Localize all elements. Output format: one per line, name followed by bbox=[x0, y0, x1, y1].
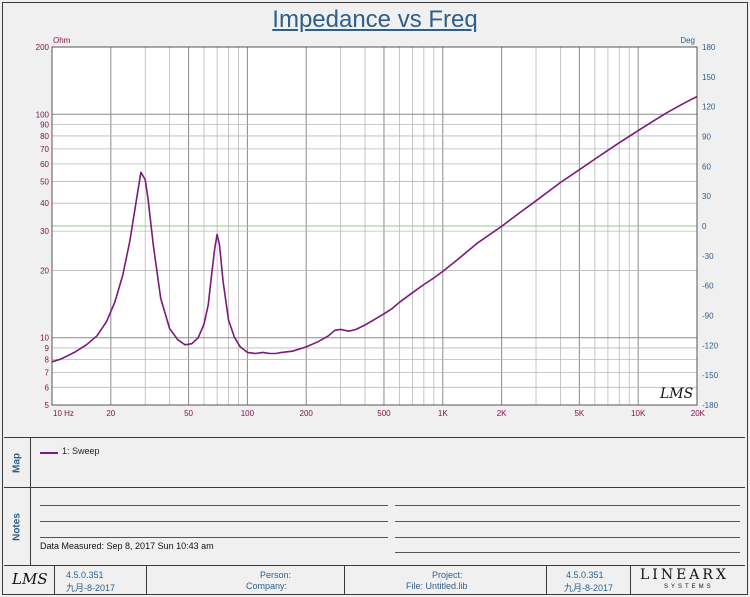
x-tick-label: 10K bbox=[631, 409, 646, 418]
project-label: Project: bbox=[432, 570, 463, 580]
notes-line bbox=[395, 537, 740, 538]
right-axis-unit: Deg bbox=[680, 36, 695, 45]
x-tick-label: 10 Hz bbox=[53, 409, 74, 418]
y-tick-label: 50 bbox=[40, 178, 49, 187]
y-tick-label: 90 bbox=[40, 120, 49, 129]
footer-person-cell: Person: Company: bbox=[146, 566, 345, 594]
y2-tick-label: -30 bbox=[702, 252, 714, 261]
y2-tick-label: 0 bbox=[702, 222, 707, 231]
y2-tick-label: -60 bbox=[702, 282, 714, 291]
y-tick-label: 6 bbox=[45, 383, 50, 392]
notes-label: Notes bbox=[4, 488, 31, 565]
y-tick-label: 10 bbox=[40, 334, 49, 343]
map-panel bbox=[4, 437, 745, 488]
legend-swatch bbox=[40, 452, 58, 454]
notes-panel bbox=[4, 487, 745, 566]
y2-tick-label: 30 bbox=[702, 192, 711, 201]
footer-version: 4.5.0.351 bbox=[66, 570, 104, 580]
x-tick-label: 20K bbox=[691, 409, 706, 418]
y-tick-label: 60 bbox=[40, 160, 49, 169]
y-tick-label: 40 bbox=[40, 199, 49, 208]
notes-line bbox=[40, 521, 388, 522]
y2-tick-label: -90 bbox=[702, 312, 714, 321]
chart-title: Impedance vs Freq bbox=[272, 6, 478, 33]
x-tick-label: 2K bbox=[497, 409, 507, 418]
x-tick-label: 20 bbox=[106, 409, 115, 418]
notes-line bbox=[40, 505, 388, 506]
y-tick-label: 5 bbox=[45, 401, 50, 410]
notes-line bbox=[395, 521, 740, 522]
data-measured-text: Data Measured: Sep 8, 2017 Sun 10:43 am bbox=[40, 541, 214, 551]
x-tick-label: 5K bbox=[574, 409, 584, 418]
footer-date: 九月-8-2017 bbox=[66, 583, 116, 593]
y-tick-label: 70 bbox=[40, 145, 49, 154]
notes-line bbox=[395, 505, 740, 506]
y2-tick-label: -180 bbox=[702, 401, 719, 410]
lms-logo: LMS bbox=[12, 570, 48, 588]
footer-version-cell: 4.5.0.351 九月-8-2017 bbox=[54, 566, 147, 594]
footer-version2: 4.5.0.351 bbox=[566, 570, 604, 580]
lms-watermark: LMS bbox=[659, 386, 693, 402]
company-label: Company: bbox=[246, 581, 288, 591]
y2-tick-label: 150 bbox=[702, 73, 716, 82]
y-tick-label: 7 bbox=[45, 368, 50, 377]
x-tick-label: 500 bbox=[377, 409, 391, 418]
footer-bar: LMS 4.5.0.351 九月-8-2017 Person: Company:… bbox=[4, 565, 745, 594]
plot-border bbox=[51, 46, 698, 406]
x-tick-label: 200 bbox=[300, 409, 314, 418]
y2-tick-label: 120 bbox=[702, 103, 716, 112]
y-tick-label: 8 bbox=[45, 355, 50, 364]
y2-tick-label: 60 bbox=[702, 162, 711, 171]
file-label: File: Untitled.lib bbox=[406, 581, 468, 591]
y-tick-label: 9 bbox=[45, 344, 50, 353]
x-tick-label: 50 bbox=[184, 409, 193, 418]
footer-logo-cell: LMS bbox=[4, 566, 55, 594]
y-tick-label: 200 bbox=[36, 43, 50, 52]
linearx-logo: LINEARX bbox=[640, 567, 729, 583]
x-tick-label: 1K bbox=[438, 409, 448, 418]
y-tick-label: 80 bbox=[40, 132, 49, 141]
footer-project-cell: Project: File: Untitled.lib bbox=[344, 566, 547, 594]
map-label: Map bbox=[4, 438, 31, 487]
y2-tick-label: -120 bbox=[702, 341, 719, 350]
y2-tick-label: 90 bbox=[702, 133, 711, 142]
notes-line bbox=[395, 552, 740, 553]
legend-entry[interactable]: 1: Sweep bbox=[62, 446, 100, 456]
series-line-sweep bbox=[51, 95, 698, 363]
footer-version2-cell: 4.5.0.351 九月-8-2017 bbox=[546, 566, 631, 594]
y-tick-label: 20 bbox=[40, 266, 49, 275]
y2-tick-label: -150 bbox=[702, 371, 719, 380]
notes-line bbox=[40, 537, 388, 538]
notes-label-text: Notes bbox=[11, 512, 23, 541]
y-tick-label: 30 bbox=[40, 227, 49, 236]
footer-brand-cell: LINEARX SYSTEMS bbox=[630, 566, 745, 594]
footer-date2: 九月-8-2017 bbox=[564, 583, 614, 593]
x-tick-label: 100 bbox=[241, 409, 255, 418]
person-label: Person: bbox=[260, 570, 292, 580]
y-tick-label: 100 bbox=[36, 110, 50, 119]
map-label-text: Map bbox=[11, 452, 23, 473]
y2-tick-label: 180 bbox=[702, 43, 716, 52]
left-axis-unit: Ohm bbox=[53, 36, 71, 45]
linearx-subtitle: SYSTEMS bbox=[664, 584, 714, 590]
